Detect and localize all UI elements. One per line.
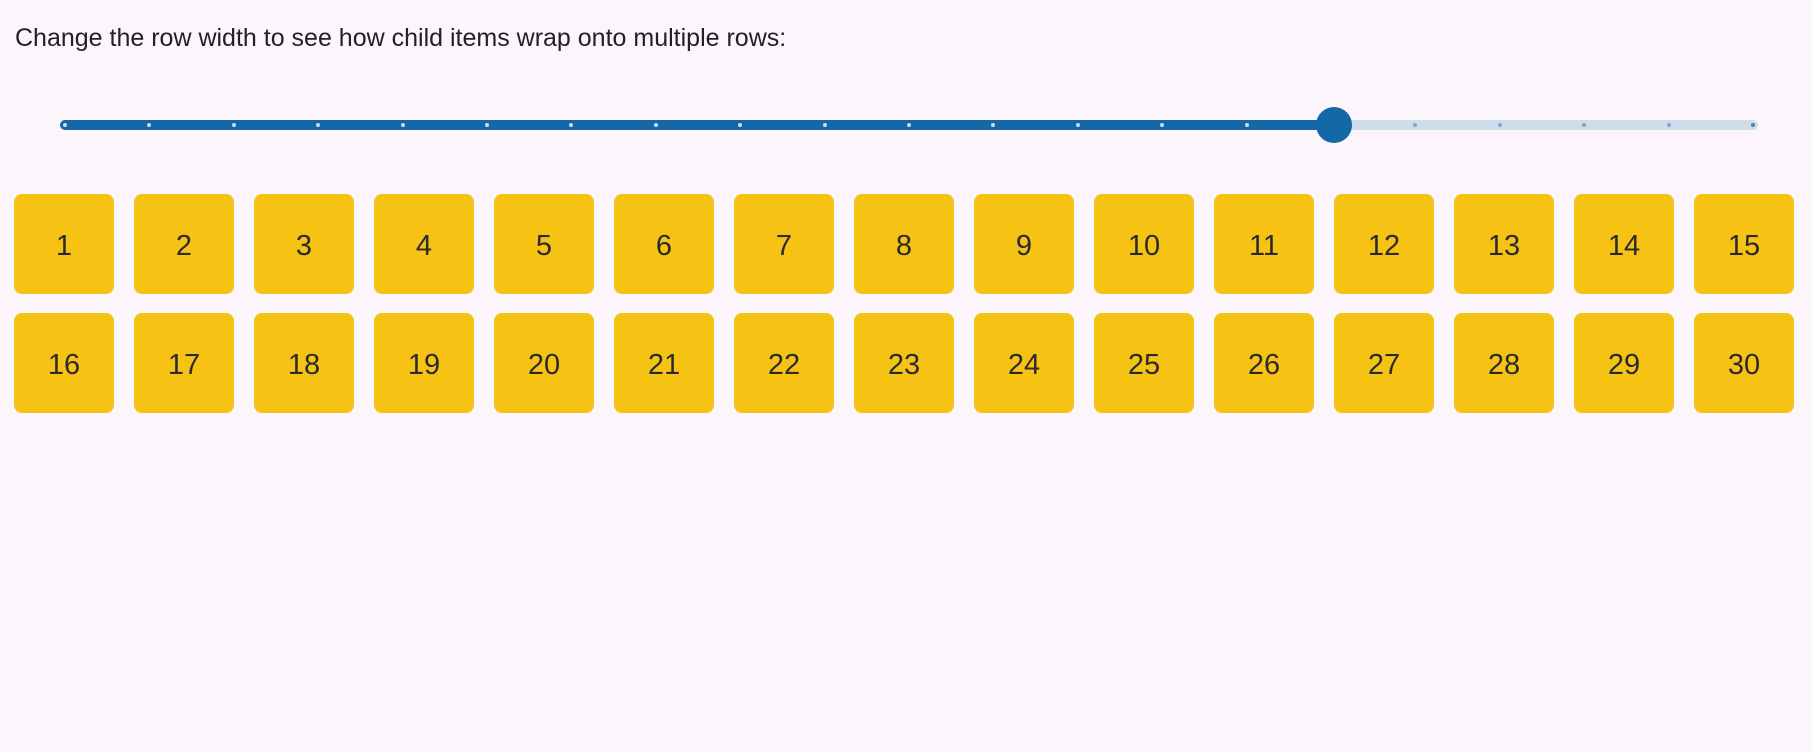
grid-item-6: 6 [614,194,714,294]
row-width-slider[interactable] [60,105,1758,145]
grid-item-7: 7 [734,194,834,294]
grid-item-4: 4 [374,194,474,294]
grid-item-16: 16 [14,313,114,413]
grid-item-30: 30 [1694,313,1794,413]
grid-item-12: 12 [1334,194,1434,294]
grid-item-1: 1 [14,194,114,294]
grid-item-15: 15 [1694,194,1794,294]
grid-item-21: 21 [614,313,714,413]
grid-item-3: 3 [254,194,354,294]
grid-item-26: 26 [1214,313,1314,413]
grid-item-11: 11 [1214,194,1314,294]
grid-item-25: 25 [1094,313,1194,413]
grid-item-29: 29 [1574,313,1674,413]
grid-item-23: 23 [854,313,954,413]
slider-thumb[interactable] [1315,107,1352,143]
grid-item-28: 28 [1454,313,1554,413]
grid-item-2: 2 [134,194,234,294]
grid-item-22: 22 [734,313,834,413]
items-wrap-grid: 1 2 3 4 5 6 7 8 9 10 11 12 13 14 15 16 17 18 19 20 21 22 23 24 2… [14,194,1798,413]
grid-item-19: 19 [374,313,474,413]
grid-item-20: 20 [494,313,594,413]
grid-item-24: 24 [974,313,1074,413]
grid-item-17: 17 [134,313,234,413]
page-title: Change the row width to see how child it… [15,24,787,52]
grid-item-9: 9 [974,194,1074,294]
grid-item-13: 13 [1454,194,1554,294]
grid-item-5: 5 [494,194,594,294]
grid-item-8: 8 [854,194,954,294]
slider-track-fill [60,120,1334,130]
grid-item-18: 18 [254,313,354,413]
grid-item-10: 10 [1094,194,1194,294]
grid-item-27: 27 [1334,313,1434,413]
grid-item-14: 14 [1574,194,1674,294]
